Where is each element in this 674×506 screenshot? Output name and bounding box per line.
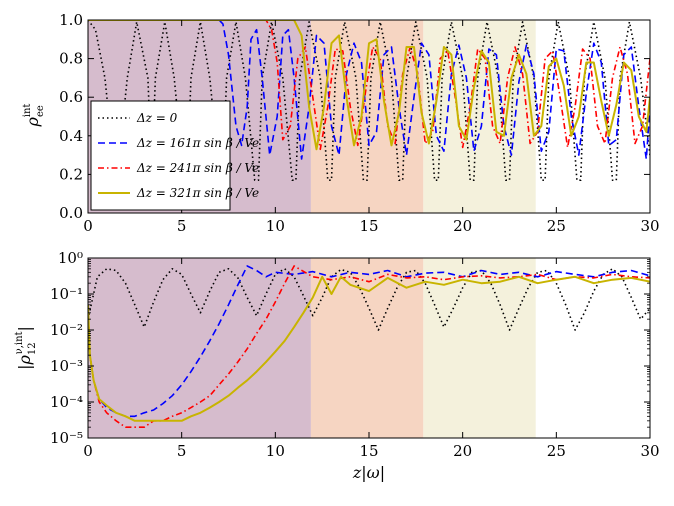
top-ytick-label-2: 0.4 bbox=[59, 127, 83, 145]
top-xtick-label-0: 0 bbox=[83, 217, 93, 235]
top-y-label-rho: ρ bbox=[23, 116, 42, 127]
bottom-ytick-label-4: 10⁻¹ bbox=[50, 285, 83, 303]
top-series-4 bbox=[88, 20, 650, 151]
bottom-shaded-region-2 bbox=[310, 258, 424, 438]
top-series-3 bbox=[88, 20, 650, 151]
bottom-xtick-label-2: 10 bbox=[266, 442, 285, 460]
legend-entries: Δz = 0 Δz = 161π sin β / Ve Δz = 241π sin … bbox=[98, 111, 259, 200]
top-x-ticks: 0 5 10 15 20 25 30 bbox=[83, 20, 660, 235]
top-series-1 bbox=[88, 20, 650, 181]
top-xtick-label-5: 25 bbox=[547, 217, 566, 235]
bottom-y-label-open: | bbox=[15, 365, 34, 370]
top-xtick-label-1: 5 bbox=[177, 217, 187, 235]
bottom-series-2 bbox=[88, 265, 650, 418]
x-axis-label: z|ω| bbox=[352, 463, 385, 482]
top-y-ticks: 0.0 0.2 0.4 0.6 0.8 1.0 bbox=[59, 11, 650, 222]
bottom-xtick-label-1: 5 bbox=[177, 442, 187, 460]
bottom-shaded-region-3 bbox=[423, 258, 536, 438]
top-ytick-label-3: 0.6 bbox=[59, 88, 83, 106]
top-ytick-label-0: 0.0 bbox=[59, 204, 83, 222]
bottom-xtick-label-4: 20 bbox=[453, 442, 472, 460]
top-series bbox=[88, 20, 650, 181]
bottom-ytick-label-3: 10⁻² bbox=[50, 321, 83, 339]
legend-label-1: Δz = 0 bbox=[136, 111, 178, 125]
bottom-xtick-label-0: 0 bbox=[83, 442, 93, 460]
top-series-2 bbox=[88, 20, 650, 160]
top-panel: 0 5 10 15 20 25 30 0.0 0.2 0.4 0.6 0.8 1.0 ρeeint Δ… bbox=[22, 11, 660, 235]
bottom-xtick-label-5: 25 bbox=[547, 442, 566, 460]
legend-label-4: Δz = 321π sin β / Ve bbox=[136, 186, 259, 200]
bottom-x-ticks: 0 5 10 15 20 25 30 bbox=[83, 258, 660, 460]
top-y-label: ρeeint bbox=[22, 104, 46, 128]
bottom-xtick-label-6: 30 bbox=[640, 442, 659, 460]
top-xtick-label-2: 10 bbox=[266, 217, 285, 235]
top-y-label-sub: ee bbox=[35, 105, 46, 117]
bottom-ytick-label-2: 10⁻³ bbox=[50, 357, 83, 375]
top-y-label-sup: int bbox=[22, 104, 33, 118]
bottom-shaded-region-1 bbox=[88, 258, 311, 438]
bottom-series bbox=[88, 265, 650, 428]
legend-label-3: Δz = 241π sin β / Ve bbox=[136, 161, 259, 175]
bottom-y-ticks: 10⁻⁵ 10⁻⁴ 10⁻³ 10⁻² 10⁻¹ 10⁰ bbox=[50, 249, 650, 447]
legend-label-2: Δz = 161π sin β / Ve bbox=[136, 136, 259, 150]
top-xtick-label-6: 30 bbox=[640, 217, 659, 235]
bottom-y-label-sub: 12 bbox=[27, 342, 38, 355]
bottom-ytick-label-5: 10⁰ bbox=[58, 249, 83, 267]
bottom-series-4 bbox=[88, 275, 650, 422]
top-ytick-label-5: 1.0 bbox=[59, 11, 83, 29]
bottom-ytick-label-1: 10⁻⁴ bbox=[50, 393, 83, 411]
bottom-xtick-label-3: 15 bbox=[359, 442, 378, 460]
bottom-ytick-label-0: 10⁻⁵ bbox=[50, 429, 83, 447]
bottom-y-label: |ρ12ν,int| bbox=[14, 326, 38, 370]
top-xtick-label-3: 15 bbox=[359, 217, 378, 235]
bottom-y-label-rho: ρ bbox=[15, 355, 34, 366]
legend: Δz = 0 Δz = 161π sin β / Ve Δz = 241π sin … bbox=[90, 100, 259, 211]
top-ytick-label-4: 0.8 bbox=[59, 50, 83, 68]
legend-box bbox=[90, 100, 231, 211]
bottom-shaded-regions bbox=[88, 258, 536, 438]
bottom-y-label-sup: ν,int bbox=[14, 331, 25, 354]
top-ytick-label-1: 0.2 bbox=[59, 165, 83, 183]
top-xtick-label-4: 20 bbox=[453, 217, 472, 235]
bottom-y-label-close: | bbox=[15, 326, 34, 331]
